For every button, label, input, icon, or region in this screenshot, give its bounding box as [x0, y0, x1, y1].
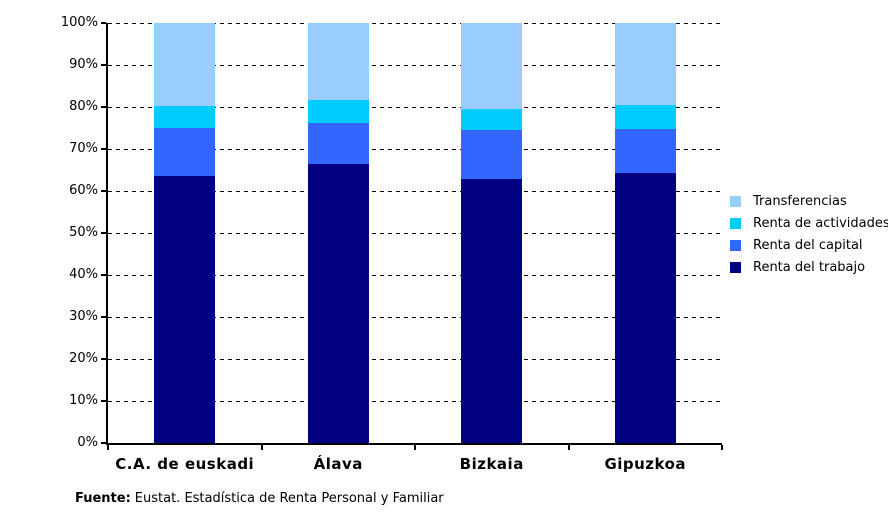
y-axis-label: 100%	[60, 15, 98, 30]
gridline-60%	[108, 190, 722, 192]
x-axis-label: C.A. de euskadi	[115, 455, 255, 473]
gridline-70%	[108, 148, 722, 150]
legend-label: Renta del capital	[753, 237, 863, 253]
x-axis-label: Álava	[313, 455, 363, 473]
bar-segment	[154, 106, 216, 129]
bar-segment	[614, 23, 676, 105]
plot-area: 0% 10% 20% 30% 40% 50% 60% 70% 80% 90% 100% C.A. de…	[61, 15, 723, 473]
x-axis-tick	[414, 445, 416, 450]
y-axis-label: 0%	[77, 435, 98, 450]
bar-segment	[307, 23, 369, 100]
y-axis-label: 60%	[69, 183, 98, 198]
bar-segment	[614, 173, 676, 443]
gridline-100%	[108, 22, 722, 24]
gridline-80%	[108, 106, 722, 108]
source-note-text: Eustat. Estadística de Renta Personal y …	[134, 491, 444, 506]
gridline-40%	[108, 274, 722, 276]
legend-item: Renta del trabajo	[730, 256, 888, 278]
y-axis-tick	[101, 64, 106, 66]
gridline-90%	[108, 64, 722, 66]
bar-segment	[307, 164, 369, 443]
gridline-10%	[108, 400, 722, 402]
x-axis-tick	[567, 445, 570, 450]
y-axis-tick	[101, 106, 106, 108]
source-note: Fuente: Eustat. Estadística de Renta Pers…	[75, 491, 444, 506]
legend-item: Renta del capital	[730, 234, 888, 256]
source-note-label: Fuente:	[75, 491, 131, 506]
y-axis-tick	[101, 358, 106, 360]
legend: Transferencias Renta de actividades Renta …	[730, 190, 888, 278]
bar-segment	[154, 23, 216, 107]
y-axis-label: 70%	[69, 141, 98, 156]
x-axis-tick	[721, 445, 723, 450]
legend-swatch	[730, 217, 741, 229]
bar-segment	[614, 129, 676, 174]
y-axis-label: 10%	[69, 393, 98, 408]
bar-segment	[461, 23, 523, 110]
x-axis-label: Gipuzkoa	[604, 455, 687, 473]
x-axis-tick	[260, 445, 263, 450]
y-axis-label: 90%	[69, 57, 98, 72]
x-axis-tick	[107, 445, 109, 450]
y-axis-label: 20%	[69, 351, 98, 366]
y-axis-tick	[101, 232, 106, 234]
bar-segment	[307, 99, 369, 123]
legend-item: Transferencias	[730, 190, 888, 212]
bar-segment	[154, 175, 216, 443]
bar-segment	[614, 104, 676, 130]
bar-segment	[154, 128, 216, 176]
y-axis-tick	[101, 274, 106, 276]
legend-label: Transferencias	[753, 193, 847, 209]
y-axis-tick	[101, 148, 106, 150]
legend-label: Renta de actividades	[753, 215, 888, 231]
legend-swatch	[730, 261, 741, 273]
y-axis-tick	[101, 316, 106, 318]
gridline-50%	[108, 232, 722, 234]
y-axis-tick	[101, 22, 106, 24]
bar-segment	[461, 109, 523, 131]
gridline-20%	[108, 358, 722, 360]
legend-swatch	[730, 239, 741, 251]
legend-swatch	[730, 195, 741, 207]
bar-segment	[461, 179, 523, 443]
y-axis-label: 30%	[69, 309, 98, 324]
legend-label: Renta del trabajo	[753, 259, 866, 275]
y-axis-label: 40%	[69, 267, 98, 282]
legend-item: Renta de actividades	[730, 212, 888, 234]
x-axis-label: Bizkaia	[459, 455, 524, 473]
gridline-30%	[108, 316, 722, 318]
bar-segment	[461, 130, 523, 180]
y-axis-label: 50%	[69, 225, 98, 240]
y-axis-tick	[101, 190, 106, 192]
y-axis-tick	[101, 442, 106, 444]
bar-segment	[307, 122, 369, 165]
y-axis-label: 80%	[69, 99, 98, 114]
y-axis-tick	[101, 400, 106, 402]
